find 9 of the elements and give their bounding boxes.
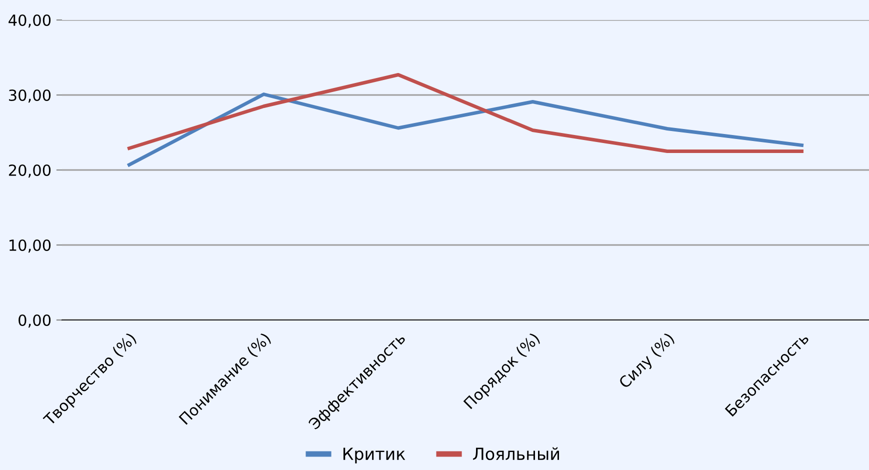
y-tick-label: 0,00 bbox=[18, 314, 51, 328]
y-tick-label: 30,00 bbox=[9, 89, 51, 103]
legend-label: Лояльный bbox=[473, 447, 559, 460]
legend-label: Критик bbox=[343, 448, 406, 464]
line-series bbox=[128, 73, 804, 153]
y-tick-label: 40,00 bbox=[8, 14, 51, 28]
y-tick-label: 20,00 bbox=[8, 164, 51, 178]
line-series bbox=[128, 92, 804, 166]
y-tick-label: 10,00 bbox=[10, 239, 51, 253]
